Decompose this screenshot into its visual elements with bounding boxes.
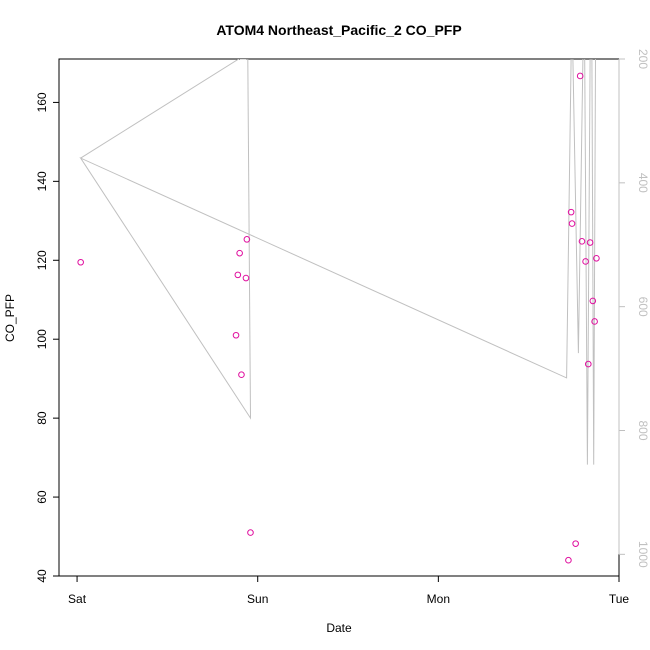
x-tick-label: Tue	[609, 592, 630, 606]
y-tick-label: 100	[35, 329, 49, 349]
co-data-point	[236, 249, 243, 257]
right-tick-label: 400	[636, 173, 650, 193]
altitude-series-line	[79, 59, 596, 465]
x-tick-label: Sun	[247, 592, 268, 606]
co-data-point	[568, 220, 576, 227]
co-data-point	[589, 297, 597, 305]
right-tick-label: 600	[636, 297, 650, 317]
co-data-point	[247, 529, 254, 536]
y-tick-label: 40	[35, 569, 49, 583]
altitude-line-layer	[79, 59, 596, 465]
right-tick-label: 200	[636, 49, 650, 69]
co-data-point	[584, 360, 592, 368]
co-data-point	[586, 239, 594, 246]
co-data-point	[593, 255, 600, 262]
co-data-point	[578, 238, 586, 245]
co-data-point	[567, 208, 575, 216]
right-tick-label: 800	[636, 420, 650, 440]
co-data-point	[242, 274, 250, 282]
y-tick-label: 80	[35, 411, 49, 425]
y-tick-label: 140	[35, 171, 49, 191]
y-tick-label: 60	[35, 490, 49, 504]
points-layer	[77, 72, 600, 564]
co-data-point	[572, 540, 579, 547]
co-data-point	[565, 556, 572, 564]
x-tick-label: Mon	[427, 592, 450, 606]
y-tick-label: 120	[35, 250, 49, 270]
co-data-point	[591, 318, 598, 325]
right-axis: 200 400 600 800 1000	[618, 49, 650, 568]
plot-frame	[58, 58, 620, 577]
co-data-point	[234, 271, 242, 279]
co-data-point	[243, 236, 251, 243]
x-axis: Sat Sun Mon Tue	[68, 575, 630, 606]
co-data-point	[238, 371, 245, 379]
co-data-point	[582, 258, 589, 265]
co-data-point	[576, 72, 584, 80]
co-data-point	[232, 331, 240, 339]
x-axis-label: Date	[326, 621, 352, 635]
chart-title: ATOM4 Northeast_Pacific_2 CO_PFP	[216, 22, 461, 38]
y-tick-label: 160	[35, 92, 49, 112]
co-data-point	[77, 258, 84, 266]
x-tick-label: Sat	[68, 592, 87, 606]
y-axis-label: CO_PFP	[3, 294, 17, 342]
right-tick-label: 1000	[636, 541, 650, 568]
y-axis: 40 60 80 100 120 140 160	[35, 92, 60, 583]
